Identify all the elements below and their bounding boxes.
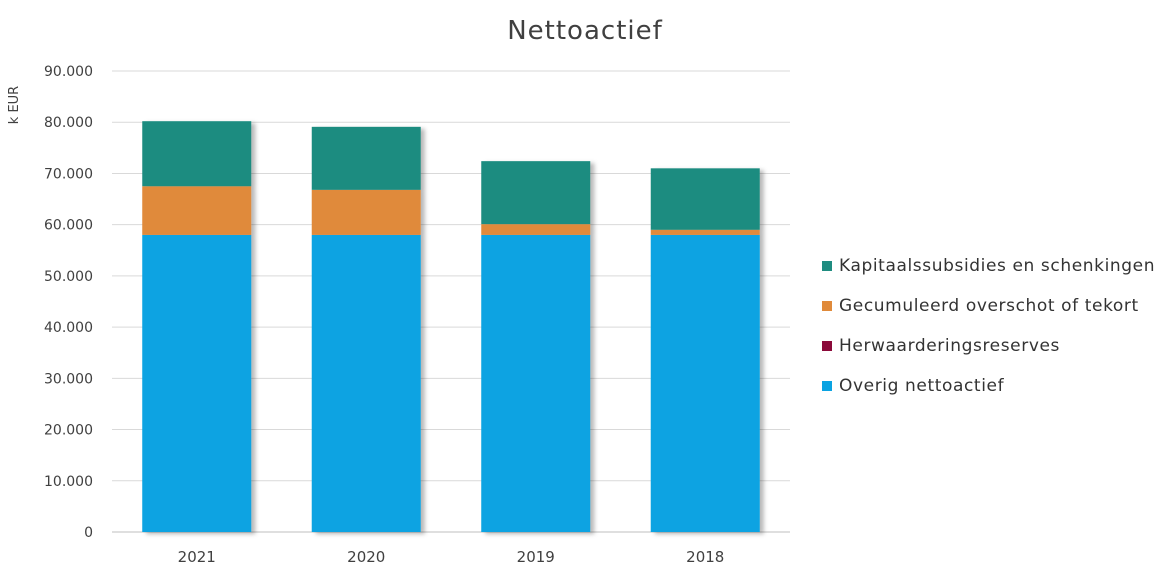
legend-item: Overig nettoactief (822, 366, 1167, 406)
x-axis-ticks: 2021 2020 2019 2018 (178, 548, 725, 566)
bar-segment (650, 168, 760, 230)
y-tick-label: 30.000 (44, 371, 93, 387)
x-tick-label: 2019 (517, 548, 555, 566)
bar-stack-2021 (142, 121, 252, 532)
y-axis-ticks: 0 10.000 20.000 30.000 40.000 50.000 60.000 70.… (44, 64, 93, 541)
chart-title: Nettoactief (507, 16, 663, 46)
bar-stack-2020 (311, 126, 421, 532)
legend-label: Gecumuleerd overschot of tekort (839, 296, 1139, 316)
y-tick-label: 70.000 (44, 166, 93, 182)
bar-segment (650, 229, 760, 235)
legend-label: Kapitaalssubsidies en schenkingen (839, 256, 1156, 276)
y-tick-label: 90.000 (44, 64, 93, 80)
legend-label: Herwaarderingsreserves (839, 336, 1061, 356)
x-tick-label: 2018 (686, 548, 724, 566)
bar-segment (311, 189, 421, 235)
bar-stack-2019 (481, 161, 591, 532)
y-tick-label: 60.000 (44, 218, 93, 234)
legend-label: Overig nettoactief (839, 376, 1005, 396)
y-tick-label: 0 (84, 525, 93, 541)
y-tick-label: 20.000 (44, 423, 93, 439)
y-axis-label: k EUR (7, 86, 22, 124)
y-tick-label: 50.000 (44, 269, 93, 285)
y-tick-label: 10.000 (44, 474, 93, 490)
bar-segment (142, 234, 252, 532)
legend-swatch (822, 341, 832, 351)
y-tick-label: 80.000 (44, 115, 93, 131)
legend-item: Herwaarderingsreserves (822, 326, 1167, 366)
bar-segment (481, 224, 591, 235)
bar-segment (481, 234, 591, 532)
bar-stack-2018 (650, 168, 760, 532)
bar-segment (311, 126, 421, 190)
bar-segment (142, 186, 252, 235)
bar-segment (142, 121, 252, 187)
bar-segment (311, 234, 421, 532)
y-tick-label: 40.000 (44, 320, 93, 336)
bars (142, 121, 760, 532)
legend-item: Kapitaalssubsidies en schenkingen (822, 246, 1167, 286)
x-tick-label: 2020 (347, 548, 385, 566)
legend-swatch (822, 381, 832, 391)
legend-swatch (822, 301, 832, 311)
legend-item: Gecumuleerd overschot of tekort (822, 286, 1167, 326)
legend-swatch (822, 261, 832, 271)
bar-segment (481, 161, 591, 225)
bar-segment (650, 234, 760, 532)
x-tick-label: 2021 (178, 548, 216, 566)
legend: Kapitaalssubsidies en schenkingen Gecumul… (822, 246, 1167, 406)
